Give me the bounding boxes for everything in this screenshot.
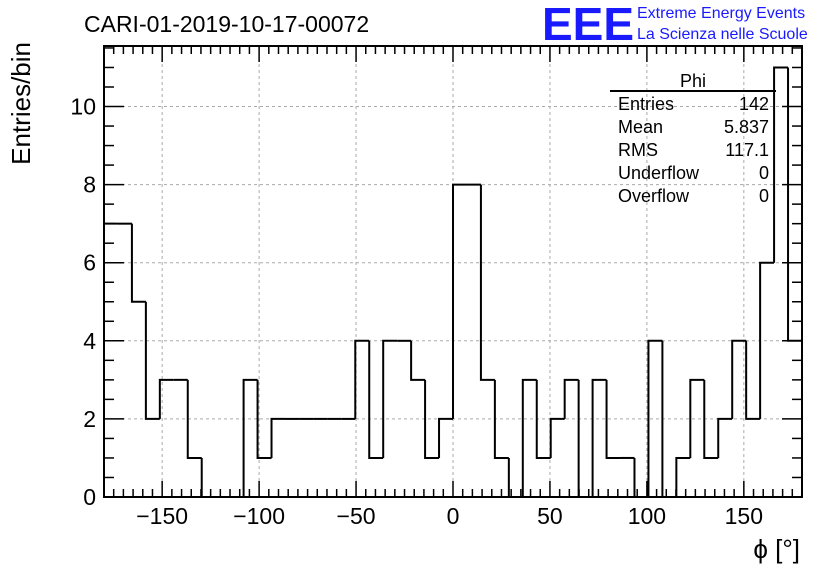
histogram-bin [521, 378, 537, 497]
histogram-bin [493, 379, 509, 459]
x-tick-label: 100 [628, 503, 666, 529]
y-tick-label: 2 [83, 406, 96, 432]
histogram-bin [773, 66, 789, 263]
x-tick-label: −50 [337, 503, 376, 529]
y-tick-label: 6 [83, 250, 96, 276]
histogram-bin [549, 417, 565, 458]
histogram-bin [424, 379, 440, 459]
x-axis-title: ϕ [°] [753, 534, 800, 564]
histogram-bin [675, 456, 691, 497]
histogram-bin [368, 340, 384, 459]
x-tick-label: 150 [725, 503, 763, 529]
histogram-bin [591, 378, 607, 497]
stats-value: 117.1 [725, 140, 769, 160]
x-tick-label: 0 [447, 503, 460, 529]
y-axis-title: Entries/bin [6, 42, 36, 165]
y-tick-label: 0 [83, 484, 96, 510]
brand-line-1: Extreme Energy Events [637, 5, 805, 22]
y-tick-label: 8 [83, 172, 96, 198]
histogram-bin [535, 379, 551, 459]
brand-line-2: La Scienza nelle Scuole [637, 26, 808, 43]
stats-label: Mean [618, 117, 663, 137]
eee-logo-text: EEE [542, 0, 634, 50]
histogram-bin [354, 339, 370, 419]
eee-logo: EEE Extreme Energy Events La Scienza nel… [542, 0, 808, 50]
histogram-bin [577, 379, 593, 498]
stats-value: 0 [759, 186, 769, 206]
tick-labels: −150 −100 −50 0 50 100 150 0 2 4 6 8 10 [70, 94, 763, 529]
stats-title: Phi [680, 71, 706, 91]
histogram-bin [256, 379, 272, 459]
stats-box: Phi Entries 142 Mean 5.837 RMS 117.1 Underflow… [610, 71, 776, 206]
histogram-bin [689, 378, 705, 458]
histogram-bin [745, 340, 761, 420]
x-tick-label: −150 [136, 503, 188, 529]
histogram-bin [717, 417, 733, 458]
y-tick-label: 4 [83, 328, 96, 354]
histogram-bin [731, 339, 747, 419]
histogram-bin [130, 223, 146, 303]
histogram-bin [759, 261, 775, 419]
stats-value: 142 [739, 94, 769, 114]
histogram-bin [158, 378, 174, 419]
y-tick-label: 10 [70, 94, 96, 120]
x-tick-label: 50 [537, 503, 563, 529]
histogram-bin [242, 378, 258, 497]
histogram-bin [438, 417, 453, 458]
stats-label: RMS [618, 140, 658, 160]
histogram-bin [563, 378, 579, 419]
histogram-bin [200, 457, 216, 498]
histogram-bin [605, 379, 621, 459]
histogram-bin [382, 339, 398, 458]
stats-label: Overflow [618, 186, 690, 206]
histogram-bin [410, 340, 426, 381]
x-tick-label: −100 [233, 503, 285, 529]
histogram-bin [452, 183, 467, 419]
histogram-bin [647, 339, 663, 497]
stats-value: 5.837 [724, 117, 769, 137]
stats-value: 0 [759, 163, 769, 183]
stats-label: Entries [618, 94, 674, 114]
histogram-bin [186, 379, 202, 459]
chart-title: CARI-01-2019-10-17-00072 [84, 11, 369, 37]
stats-label: Underflow [618, 163, 700, 183]
histogram-bin [270, 417, 286, 458]
histogram-bin [144, 301, 160, 420]
histogram-bin [703, 379, 719, 459]
axis-ticks [104, 46, 802, 498]
histogram-bin [479, 184, 495, 381]
